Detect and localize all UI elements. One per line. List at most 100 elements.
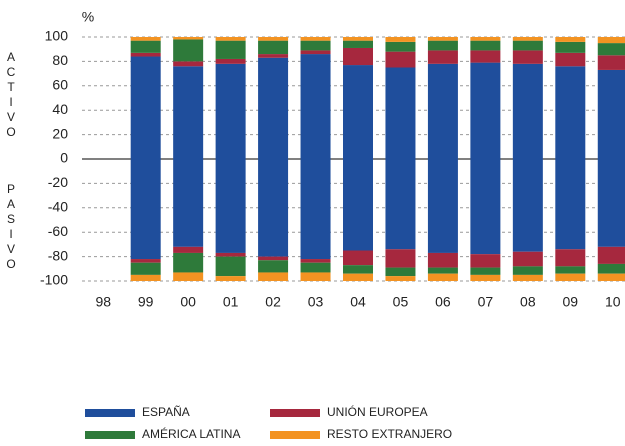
bar-segment [512,37,543,41]
bar-segment [555,249,586,267]
x-tick-label: 07 [478,294,494,310]
bar-segment [173,61,204,67]
x-tick-label: 01 [223,294,239,310]
bar-segment [555,52,586,67]
x-tick-label: 04 [350,294,366,310]
y-tick-label: 80 [52,52,68,68]
bar-segment [512,266,543,275]
bar-segment [215,159,246,253]
bar-segment [258,54,289,58]
bar-segment [215,37,246,41]
bar-segment [300,37,331,41]
bar-segment [130,274,161,281]
bar-segment [258,37,289,41]
bar-segment [470,50,501,63]
legend-label: RESTO EXTRANJERO [327,427,452,441]
x-tick-label: 98 [95,294,111,310]
bar-segment [130,40,161,53]
bar-segment [512,159,543,252]
legend-swatch [270,409,320,417]
bar-segment [343,40,373,48]
bar-segment [300,262,331,273]
bar-segment [597,263,625,274]
bar-segment [470,267,501,275]
bar-segment [512,251,543,267]
bar-segment [385,249,416,268]
bar-segment [597,246,625,264]
bar-segment [343,159,373,251]
bar-segment [215,58,246,64]
bar-segment [470,37,501,41]
y-tick-label: -40 [48,199,68,215]
bar-segment [173,272,204,281]
bar-segment [427,159,458,253]
bar-segment [173,159,204,247]
y-tick-label: -60 [48,223,68,239]
bar-segment [258,272,289,281]
bar-segment [427,273,458,281]
bar-segment [258,40,289,55]
bar-segment [130,56,161,159]
y-tick-label: -100 [40,272,68,288]
bar-segment [258,260,289,273]
bar-segment [300,259,331,263]
bar-segment [555,66,586,159]
bar-segment [343,250,373,266]
bar-segment [427,50,458,64]
bar-segment [470,62,501,160]
bar-segment [470,40,501,51]
bar-segment [597,69,625,159]
bar-segment [512,63,543,160]
bar-segment [173,37,204,40]
bar-segment [215,252,246,257]
bar-segment [427,37,458,41]
bar-segment [173,252,204,273]
bar-segment [385,41,416,52]
bar-segment [300,54,331,159]
bar-segment [300,272,331,281]
bar-segment [597,43,625,56]
legend-label: AMÉRICA LATINA [142,426,240,441]
bar-segment [555,41,586,53]
bar-segment [173,39,204,62]
x-tick-label: 05 [393,294,409,310]
y-tick-label: 100 [45,28,69,44]
bar-segment [343,265,373,274]
bar-segment [385,267,416,277]
bar-segment [215,256,246,277]
x-tick-label: 06 [435,294,451,310]
bar-segment [130,159,161,260]
bar-segment [597,273,625,281]
y-tick-label: -20 [48,174,68,190]
x-tick-label: 09 [563,294,579,310]
legend-label: UNIÓN EUROPEA [327,404,428,419]
bar-segment [385,159,416,250]
bar-segment [173,246,204,253]
x-tick-label: 03 [308,294,324,310]
bar-segment [300,159,331,260]
bar-segment [215,40,246,59]
bar-segment [343,65,373,159]
bar-segment [343,47,373,66]
bar-segment [555,266,586,274]
bar-segment [385,37,416,42]
bar-segment [427,267,458,274]
bar-segment [130,259,161,263]
bar-segment [470,159,501,255]
y-tick-label: 20 [52,125,68,141]
bar-segment [215,276,246,281]
bar-segment [427,252,458,268]
bar-segment [300,50,331,55]
bar-segment [597,159,625,247]
y-tick-label: 40 [52,101,68,117]
activo-label: ACTIVO [4,50,18,140]
x-tick-label: 99 [138,294,154,310]
bar-segment [130,37,161,41]
bar-segment [258,159,289,257]
pasivo-label: PASIVO [4,182,18,272]
bar-segment [343,37,373,41]
bar-segment [385,67,416,159]
bar-segment [173,66,204,159]
bar-segment [597,55,625,70]
